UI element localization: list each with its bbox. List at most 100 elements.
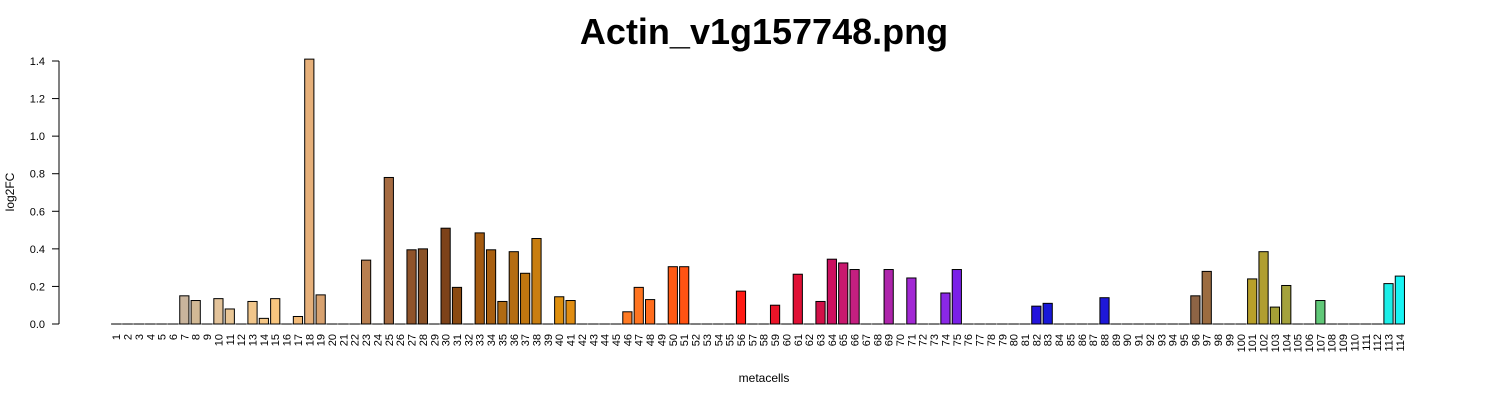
x-tick-label: 63 <box>816 334 828 346</box>
x-tick-label: 17 <box>293 334 305 346</box>
x-tick-label: 32 <box>463 334 475 346</box>
x-tick-label: 49 <box>656 334 668 346</box>
x-tick-label: 102 <box>1259 334 1271 352</box>
y-tick-label: 1.4 <box>30 56 45 68</box>
x-tick-label: 6 <box>168 334 180 340</box>
bar <box>1042 302 1053 325</box>
x-tick-label: 70 <box>895 334 907 346</box>
bar <box>292 315 304 325</box>
bar <box>906 277 917 325</box>
x-tick-label: 40 <box>554 334 566 346</box>
chart-title: Actin_v1g157748.png <box>580 11 948 52</box>
x-tick-label: 111 <box>1361 334 1373 351</box>
bar <box>1315 300 1326 325</box>
bar <box>554 296 565 325</box>
x-tick-label: 86 <box>1077 334 1089 346</box>
x-tick-label: 30 <box>441 334 453 346</box>
x-tick-label: 101 <box>1247 334 1259 352</box>
x-tick-label: 109 <box>1338 334 1350 352</box>
x-tick-label: 16 <box>282 334 294 346</box>
y-tick-label: 0.4 <box>30 244 45 256</box>
bar <box>1269 306 1281 325</box>
x-tick-label: 107 <box>1315 334 1327 352</box>
x-tick-label: 64 <box>827 334 839 346</box>
x-tick-label: 92 <box>1145 334 1157 346</box>
x-tick-label: 59 <box>770 334 782 346</box>
x-tick-label: 12 <box>236 334 248 346</box>
bar <box>474 232 485 325</box>
bar <box>565 300 576 325</box>
x-tick-label: 50 <box>668 334 680 346</box>
x-tick-label: 98 <box>1213 334 1225 346</box>
x-tick-label: 3 <box>134 334 146 340</box>
x-tick-label: 20 <box>327 334 339 346</box>
bar <box>406 249 417 325</box>
x-tick-label: 105 <box>1293 334 1305 352</box>
bar <box>1190 295 1201 325</box>
x-tick-label: 45 <box>611 334 623 346</box>
x-tick-label: 106 <box>1304 334 1316 352</box>
bar <box>224 308 235 325</box>
x-tick-label: 14 <box>259 334 271 346</box>
x-tick-label: 68 <box>872 334 884 346</box>
x-tick-label: 112 <box>1372 334 1384 352</box>
x-tick-label: 18 <box>304 334 316 346</box>
x-tick-label: 46 <box>622 334 634 346</box>
x-tick-label: 52 <box>691 334 703 346</box>
x-tick-label: 82 <box>1031 334 1043 346</box>
x-tick-label: 43 <box>588 334 600 346</box>
x-tick-label: 60 <box>781 334 793 346</box>
x-tick-label: 91 <box>1134 334 1146 346</box>
x-tick-label: 47 <box>634 334 646 346</box>
bar <box>417 248 428 325</box>
x-tick-label: 85 <box>1065 334 1077 346</box>
x-tick-label: 72 <box>918 334 930 346</box>
x-tick-label: 76 <box>963 334 975 346</box>
x-tick-label: 51 <box>679 334 691 346</box>
x-tick-label: 99 <box>1224 334 1236 346</box>
bar <box>1383 283 1394 325</box>
x-tick-label: 84 <box>1054 334 1066 346</box>
bar <box>1394 275 1405 325</box>
x-tick-label: 75 <box>952 334 964 346</box>
x-tick-label: 37 <box>520 334 532 346</box>
x-tick-label: 19 <box>316 334 328 346</box>
x-tick-label: 100 <box>1236 334 1248 352</box>
x-tick-label: 113 <box>1384 334 1396 352</box>
bar <box>838 262 849 325</box>
x-tick-label: 22 <box>350 334 362 346</box>
x-tick-label: 8 <box>191 334 203 340</box>
x-tick-label: 41 <box>566 334 578 346</box>
bar <box>531 238 542 325</box>
bar <box>190 300 201 325</box>
bar <box>1031 305 1042 325</box>
x-tick-label: 58 <box>759 334 771 346</box>
x-tick-label: 38 <box>532 334 544 346</box>
x-tick-label: 28 <box>418 334 430 346</box>
x-tick-label: 24 <box>372 334 384 346</box>
x-tick-label: 71 <box>906 334 918 346</box>
bar <box>815 300 826 325</box>
x-tick-label: 110 <box>1349 334 1361 352</box>
x-tick-label: 80 <box>1009 334 1021 346</box>
bar <box>1281 284 1292 325</box>
y-tick-label: 1.2 <box>30 94 45 106</box>
x-tick-label: 66 <box>850 334 862 346</box>
bar <box>645 299 656 325</box>
bar <box>361 259 372 325</box>
y-tick-label: 0.0 <box>30 319 45 331</box>
x-tick-label: 23 <box>361 334 373 346</box>
bar <box>679 266 690 325</box>
x-tick-label: 74 <box>940 334 952 346</box>
x-tick-label: 21 <box>338 334 350 346</box>
x-tick-label: 27 <box>407 334 419 346</box>
bar <box>1201 270 1212 325</box>
x-tick-label: 79 <box>997 334 1009 346</box>
x-axis-label: metacells <box>739 371 790 385</box>
bar <box>849 269 860 325</box>
bar <box>883 269 894 325</box>
bar <box>951 269 962 325</box>
x-tick-label: 53 <box>702 334 714 346</box>
bar <box>520 272 531 325</box>
